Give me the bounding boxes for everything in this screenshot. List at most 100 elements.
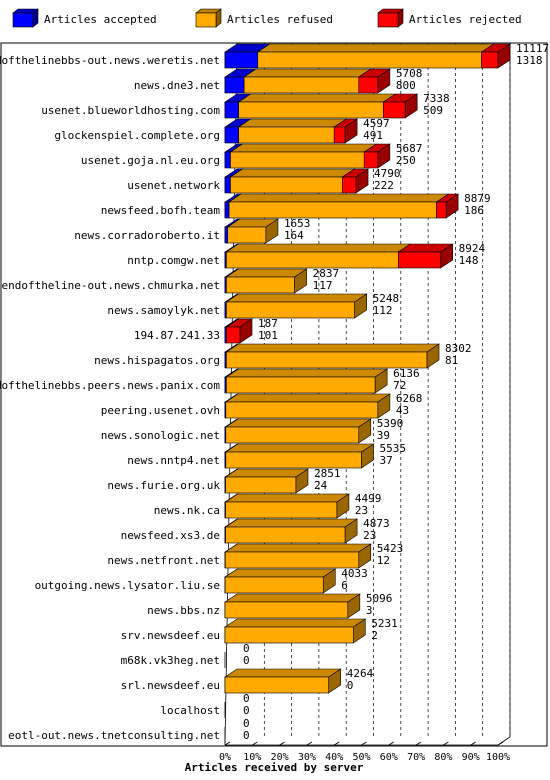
value-label-secondary: 39 [377, 429, 390, 442]
value-label-total: 2851 [314, 467, 341, 480]
bar-face [225, 401, 379, 419]
value-label-total: 5248 [373, 292, 400, 305]
value-label-secondary: 72 [393, 379, 406, 392]
value-label-secondary: 3 [366, 604, 373, 617]
y-axis-labels: endofthelinebbs-out.news.weretis.net news… [0, 52, 226, 743]
bar-top [224, 593, 361, 603]
value-label-secondary: 491 [363, 129, 383, 142]
x-tick [497, 741, 504, 746]
value-label-total: 7338 [423, 92, 450, 105]
value-label-secondary: 23 [363, 529, 376, 542]
value-label-total: 8879 [464, 192, 491, 205]
value-label-secondary: 0 [243, 729, 250, 742]
bar-face [333, 126, 346, 144]
value-label-secondary: 2 [371, 629, 378, 642]
x-tick [415, 741, 422, 746]
x-tick-label: 90% [462, 752, 480, 763]
x-tick-label: 20% [271, 752, 289, 763]
server-label: endofthelinebbs-out.news.weretis.net [0, 54, 220, 67]
value-label-total: 4597 [363, 117, 390, 130]
bar-top [229, 168, 356, 178]
x-tick [279, 741, 285, 746]
server-label: 194.87.241.33 [134, 329, 220, 342]
server-label: eotl-out.news.tnetconsulting.net [8, 729, 220, 742]
bar-top [225, 293, 368, 303]
bar-side [377, 393, 391, 419]
value-label-total: 5096 [366, 592, 393, 605]
bar-side [354, 293, 367, 319]
bar-rejected [480, 43, 511, 69]
bar-face [224, 576, 324, 594]
x-tick-label: 60% [380, 752, 398, 763]
value-label-secondary: 6 [341, 579, 348, 592]
bar-face [225, 526, 346, 544]
bar-accepted [224, 68, 258, 94]
bar-refused [224, 443, 375, 469]
bar-refused [224, 418, 372, 444]
bar-top [224, 393, 391, 403]
x-tick [443, 741, 449, 746]
bar-top [225, 243, 412, 253]
bar-face [226, 251, 399, 269]
bar-refused [224, 593, 361, 619]
value-label-total: 6268 [396, 392, 423, 405]
x-tick [224, 741, 231, 746]
server-label: peering.usenet.ovh [101, 404, 220, 417]
value-label-total: 187 [258, 317, 278, 330]
value-label-total: 11117 [516, 42, 549, 55]
bar-refused [226, 218, 279, 244]
bar-face [481, 51, 499, 69]
bar-top [224, 618, 367, 628]
bar-accepted [224, 168, 244, 194]
bar-face [226, 276, 295, 294]
server-label: srv.newsdeef.eu [121, 629, 220, 642]
server-label: newsfeed.xs3.de [121, 529, 220, 542]
bar-refused [256, 43, 495, 69]
server-label: news.netfront.net [107, 554, 220, 567]
value-label-total: 5687 [396, 142, 423, 155]
bar-refused [243, 68, 372, 94]
bar-face [225, 476, 297, 494]
bar-side [355, 168, 369, 194]
x-axis-title: Articles received by server [185, 761, 364, 774]
bar-rejected [363, 143, 391, 169]
bar-top [224, 418, 372, 428]
x-tick-label: 0% [219, 752, 231, 763]
bar-refused [229, 143, 378, 169]
server-label: glockenspiel.complete.org [54, 129, 220, 142]
bar-side [344, 118, 358, 144]
bar-top [225, 343, 441, 353]
bar-refused [225, 368, 389, 394]
bar-side [497, 43, 511, 69]
bar-face [224, 51, 259, 69]
value-label-total: 0 [243, 692, 250, 705]
bar-top [237, 93, 397, 103]
server-label: news.sonologic.net [101, 429, 220, 442]
bar-face [224, 626, 354, 644]
bar-top [225, 368, 389, 378]
value-label-secondary: 0 [243, 654, 250, 667]
x-tick-label: 30% [298, 752, 316, 763]
bar-face [224, 201, 230, 219]
bar-side [404, 93, 418, 119]
bar-side [347, 593, 361, 619]
value-label-secondary: 0 [243, 704, 250, 717]
bar-side [265, 218, 279, 244]
value-label-secondary: 23 [355, 504, 368, 517]
bar-refused [224, 393, 391, 419]
server-label: endoftheline-out.news.chmurka.net [1, 279, 220, 292]
bar-side [445, 193, 459, 219]
server-label: usenet.goja.nl.eu.org [81, 154, 220, 167]
bar-refused [224, 568, 337, 594]
bar-rejected [397, 243, 454, 269]
value-label-secondary: 148 [459, 254, 479, 267]
value-label-secondary: 1318 [516, 54, 543, 67]
bar-refused [224, 668, 342, 694]
bar-top [224, 668, 342, 678]
bar-face [226, 326, 241, 344]
value-label-total: 0 [243, 642, 250, 655]
bar-side [377, 143, 391, 169]
bar-face [230, 151, 365, 169]
server-label: news.corradoroberto.it [74, 229, 220, 242]
bar-face [224, 226, 229, 244]
